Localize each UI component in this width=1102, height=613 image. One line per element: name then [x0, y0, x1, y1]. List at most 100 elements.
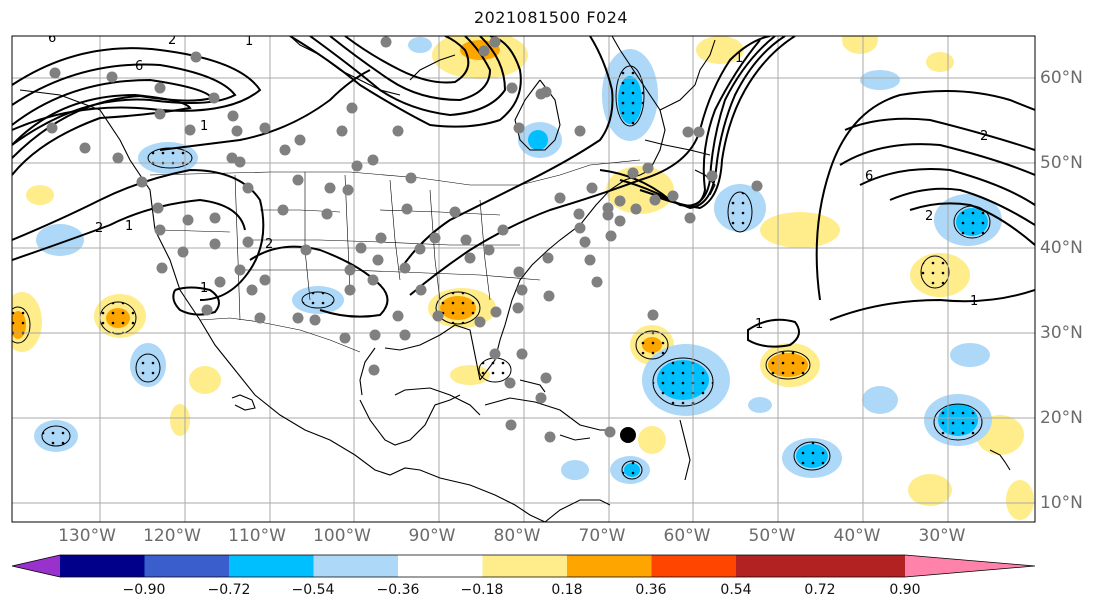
contour-label: 1 — [200, 281, 208, 296]
station-marker — [234, 156, 246, 168]
station-marker — [106, 71, 118, 83]
lon-label: 80°W — [493, 526, 541, 546]
station-markers — [46, 36, 763, 443]
station-marker — [490, 306, 502, 318]
colorbar-tick: −0.36 — [376, 582, 420, 598]
station-marker — [321, 208, 333, 220]
station-marker — [259, 122, 271, 134]
station-marker — [489, 36, 501, 48]
station-marker — [242, 236, 254, 248]
colorbar-tick: 0.18 — [551, 582, 583, 598]
station-marker — [234, 264, 246, 276]
station-marker — [399, 329, 411, 341]
station-marker — [602, 202, 614, 214]
station-marker — [584, 254, 596, 266]
contour-label: 6 — [135, 59, 143, 74]
station-marker — [190, 51, 202, 63]
station-marker — [483, 244, 495, 256]
station-marker — [342, 184, 354, 196]
station-marker — [667, 190, 679, 202]
station-marker — [154, 108, 166, 120]
colorbar-tick: −0.72 — [207, 582, 251, 598]
station-marker — [543, 290, 555, 302]
station-marker — [246, 284, 258, 296]
station-marker — [642, 162, 654, 174]
station-marker — [336, 125, 348, 137]
station-marker — [579, 236, 591, 248]
station-marker — [156, 262, 168, 274]
station-marker — [405, 172, 417, 184]
colorbar-tick: 0.72 — [804, 582, 836, 598]
station-marker — [154, 224, 166, 236]
station-marker — [399, 262, 411, 274]
contour-label: 2 — [168, 33, 176, 48]
station-marker — [344, 284, 356, 296]
station-marker — [504, 377, 516, 389]
station-marker — [346, 102, 358, 114]
station-marker — [429, 232, 441, 244]
station-marker — [254, 312, 266, 324]
station-marker — [574, 222, 586, 234]
station-marker — [540, 372, 552, 384]
station-marker — [154, 82, 166, 94]
station-marker — [177, 246, 189, 258]
station-marker — [79, 142, 91, 154]
contour-label: 1 — [200, 119, 208, 134]
station-marker — [112, 152, 124, 164]
station-marker — [614, 215, 626, 227]
lat-label: 40°N — [1040, 238, 1083, 258]
station-marker — [540, 86, 552, 98]
station-marker — [351, 160, 363, 172]
station-marker — [630, 203, 642, 215]
station-marker — [505, 419, 517, 431]
station-marker — [201, 304, 213, 316]
station-marker — [369, 329, 381, 341]
lon-label: 40°W — [833, 526, 881, 546]
station-marker — [506, 82, 518, 94]
station-marker — [309, 314, 321, 326]
station-marker — [392, 310, 404, 322]
lat-label: 60°N — [1040, 68, 1083, 88]
contour-label: 1 — [735, 51, 743, 66]
station-marker — [184, 124, 196, 136]
lon-label: 130°W — [58, 526, 116, 546]
station-marker — [392, 125, 404, 137]
station-marker — [372, 254, 384, 266]
station-marker — [208, 92, 220, 104]
station-marker — [513, 122, 525, 134]
map-title: 2021081500 F024 — [473, 8, 629, 27]
station-marker — [604, 426, 616, 438]
contour-label: 1 — [125, 219, 133, 234]
station-marker — [277, 204, 289, 216]
colorbar-tick: −0.18 — [460, 582, 504, 598]
contour-label: 2 — [95, 221, 103, 236]
station-marker — [344, 264, 356, 276]
contour-label: 2 — [925, 209, 933, 224]
lat-label: 10°N — [1040, 493, 1083, 513]
contour-label: 6 — [48, 31, 56, 46]
station-marker — [535, 392, 547, 404]
station-marker — [591, 276, 603, 288]
station-marker — [627, 167, 639, 179]
station-marker — [214, 276, 226, 288]
station-marker — [574, 125, 586, 137]
colorbar-tick: 0.54 — [720, 582, 752, 598]
station-marker — [478, 45, 490, 57]
lon-label: 120°W — [143, 526, 201, 546]
lat-label: 20°N — [1040, 408, 1083, 428]
station-marker — [182, 214, 194, 226]
lon-label: 100°W — [313, 526, 371, 546]
station-marker — [512, 302, 524, 314]
station-marker — [497, 224, 509, 236]
coastlines — [19, 36, 1011, 522]
colorbar-tick: 0.36 — [635, 582, 667, 598]
station-marker — [464, 252, 476, 264]
station-marker — [339, 332, 351, 344]
station-marker — [684, 212, 696, 224]
station-marker — [415, 284, 427, 296]
station-marker — [375, 232, 387, 244]
station-marker — [367, 274, 379, 286]
station-marker — [544, 431, 556, 443]
colorbar-tick: −0.54 — [291, 582, 335, 598]
station-marker — [586, 182, 598, 194]
